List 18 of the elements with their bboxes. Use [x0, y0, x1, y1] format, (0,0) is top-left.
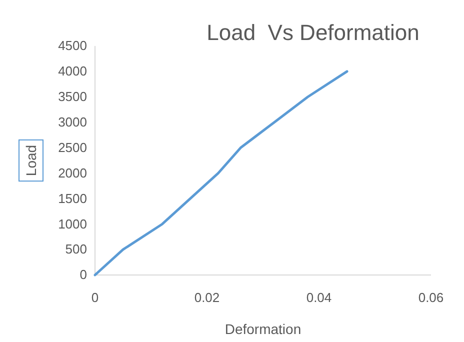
x-tick-label: 0.06 [418, 290, 444, 306]
y-tick-label: 500 [65, 242, 87, 257]
x-axis-title: Deformation [224, 321, 302, 337]
x-tick-label: 0.04 [306, 290, 332, 306]
y-tick-label: 1000 [58, 216, 87, 232]
line-series [94, 70, 348, 276]
y-tick-label: 4000 [58, 64, 87, 79]
y-tick-label: 2000 [58, 165, 87, 180]
y-tick-label: 0 [80, 267, 87, 282]
y-tick-label: 4500 [58, 38, 87, 54]
x-tick-label: 0.02 [194, 290, 220, 306]
y-tick-label: 2500 [58, 140, 87, 155]
y-tick-label: 3500 [58, 89, 87, 104]
y-axis-title: Load [22, 144, 39, 176]
y-tick-label: 1500 [58, 190, 87, 206]
y-tick-label: 3000 [58, 114, 87, 130]
chart-title: Load Vs Deformation [206, 20, 420, 45]
x-tick-label: 0 [91, 290, 99, 306]
